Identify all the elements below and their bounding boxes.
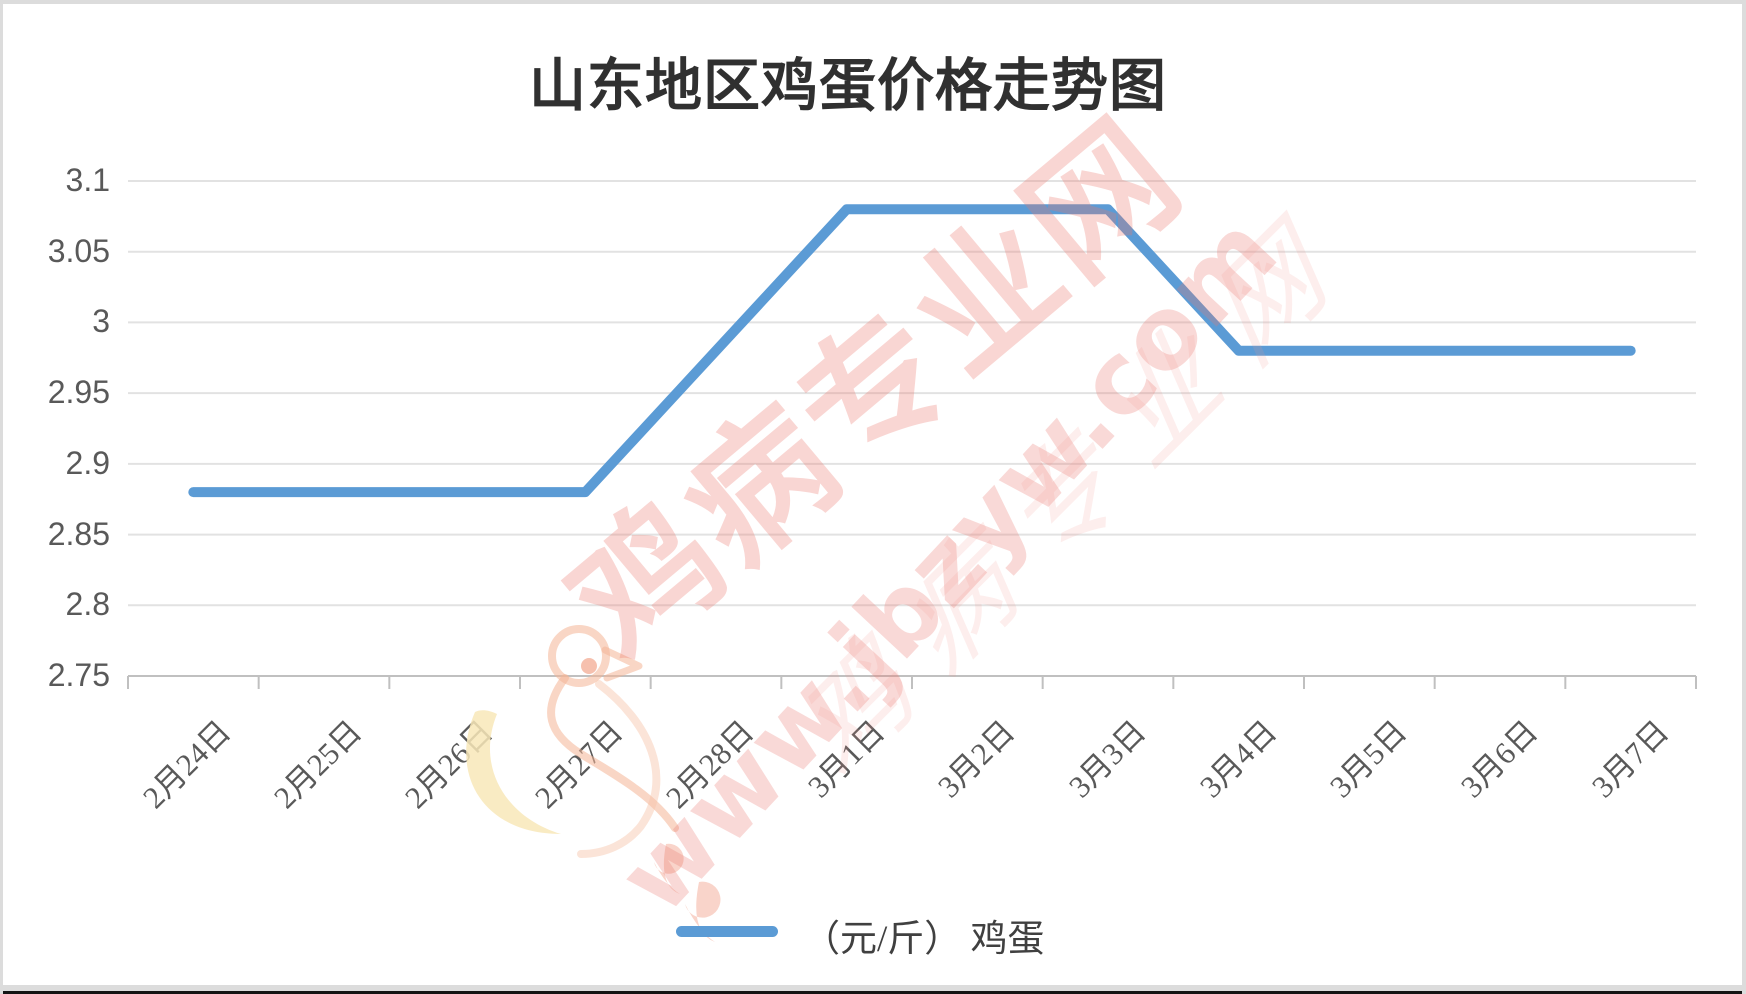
bottom-edge-line (3, 991, 1742, 994)
y-tick-label: 3.05 (47, 232, 110, 269)
y-tick-label: 2.75 (47, 657, 110, 693)
plot-area (127, 180, 1697, 689)
y-tick-label: 2.95 (47, 374, 110, 411)
series-line (188, 204, 1636, 498)
y-tick-label: 2.8 (65, 586, 110, 623)
chart-title: 山东地区鸡蛋价格走势图 (529, 55, 1167, 118)
bottom-border (3, 985, 1742, 991)
y-tick-label: 2.85 (47, 515, 110, 552)
y-tick-label: 3 (92, 303, 110, 340)
y-tick-label: 3.1 (65, 162, 110, 198)
y-tick-label: 2.9 (65, 444, 110, 481)
